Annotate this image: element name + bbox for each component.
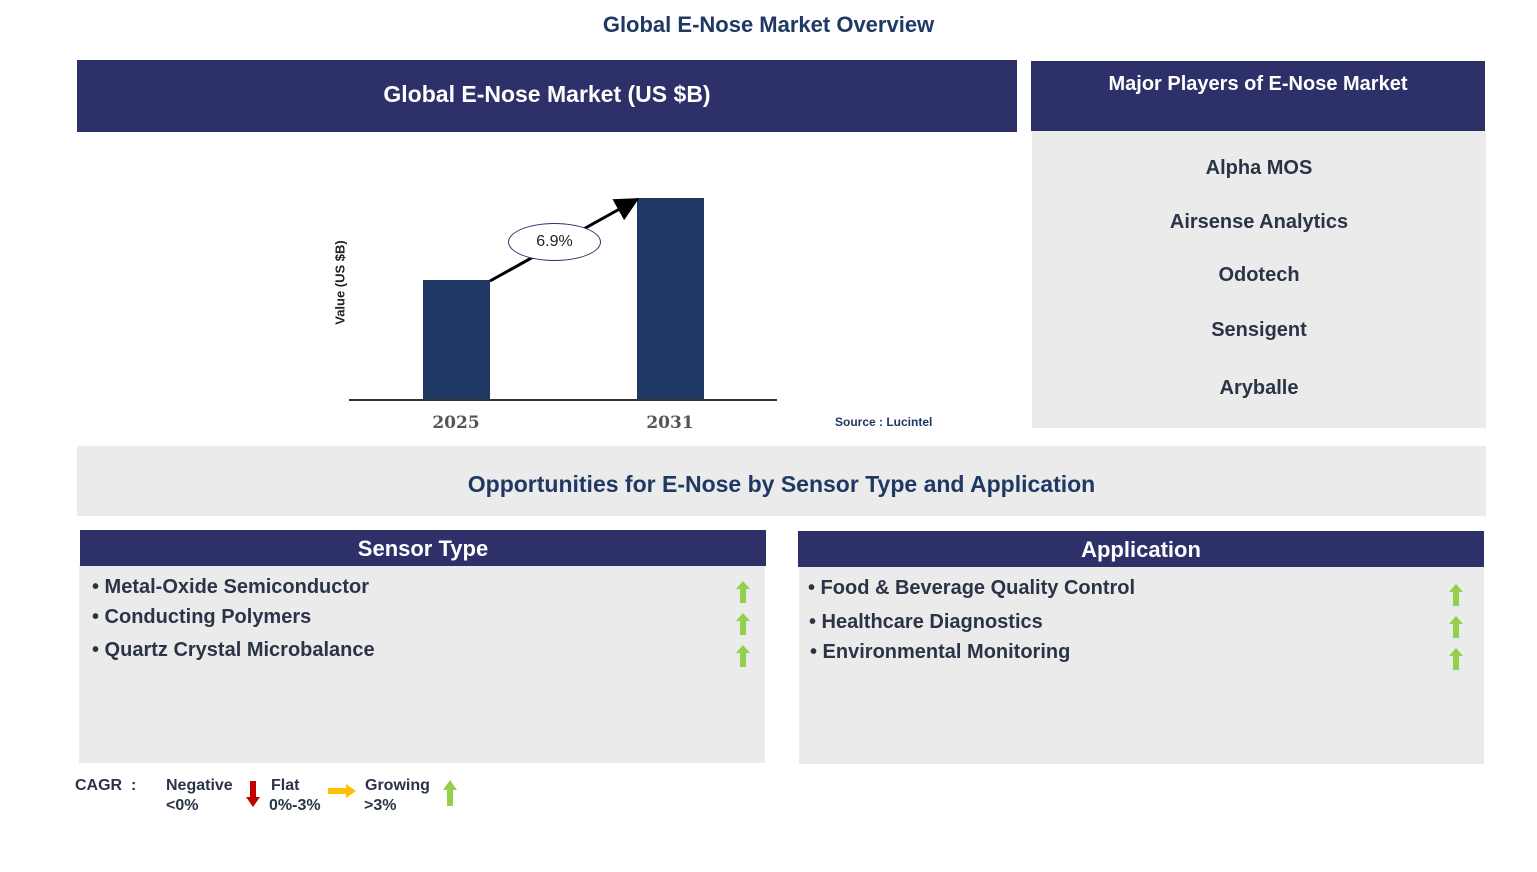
legend-label: CAGR :	[75, 777, 137, 794]
segment-body-application: • Food & Beverage Quality Control • Heal…	[799, 567, 1484, 764]
y-axis-label: Value (US $B)	[332, 240, 348, 325]
players-list: Alpha MOS Airsense Analytics Odotech Sen…	[1032, 131, 1486, 428]
legend-negative-range: <0%	[166, 797, 199, 814]
legend-growing-name: Growing	[365, 777, 430, 794]
bar-2025	[423, 280, 490, 400]
x-tick-2025: 2025	[432, 413, 480, 433]
player-item: Sensigent	[1211, 319, 1307, 341]
segment-body-sensor-type: • Metal-Oxide Semiconductor • Conducting…	[79, 566, 765, 763]
segment-item: • Conducting Polymers	[92, 606, 312, 628]
growing-arrow-icon	[1449, 648, 1463, 670]
bar-2031	[637, 198, 704, 400]
negative-arrow-icon	[246, 781, 260, 807]
growing-arrow-icon	[1449, 584, 1463, 606]
player-item: Alpha MOS	[1205, 157, 1313, 179]
page-title: Global E-Nose Market Overview	[602, 12, 935, 37]
x-tick-2031: 2031	[646, 413, 694, 433]
segment-item: • Environmental Monitoring	[810, 641, 1071, 663]
legend-growing-range: >3%	[364, 797, 397, 814]
segment-item: • Healthcare Diagnostics	[809, 611, 1043, 633]
flat-arrow-icon	[328, 784, 356, 798]
growing-arrow-icon	[443, 780, 457, 806]
legend-negative-name: Negative	[166, 777, 233, 794]
segment-item: • Food & Beverage Quality Control	[808, 577, 1136, 599]
chart-header: Global E-Nose Market (US $B)	[77, 60, 1017, 132]
growing-arrow-icon	[1449, 616, 1463, 638]
cagr-badge: 6.9%	[508, 223, 601, 261]
growing-arrow-icon	[736, 645, 750, 667]
legend-flat-name: Flat	[271, 777, 300, 794]
segment-header-sensor-type: Sensor Type	[80, 530, 766, 566]
player-item: Airsense Analytics	[1169, 211, 1349, 233]
legend-flat-range: 0%-3%	[269, 797, 321, 814]
segment-header-application: Application	[798, 531, 1484, 567]
player-item: Aryballe	[1219, 377, 1299, 399]
opportunities-banner: Opportunities for E-Nose by Sensor Type …	[77, 446, 1486, 516]
source-label: Source : Lucintel	[835, 415, 933, 429]
growing-arrow-icon	[736, 613, 750, 635]
x-axis	[349, 399, 777, 401]
growing-arrow-icon	[736, 581, 750, 603]
player-item: Odotech	[1218, 264, 1300, 286]
segment-item: • Quartz Crystal Microbalance	[92, 639, 375, 661]
players-header: Major Players of E-Nose Market	[1031, 61, 1485, 131]
segment-item: • Metal-Oxide Semiconductor	[92, 576, 370, 598]
